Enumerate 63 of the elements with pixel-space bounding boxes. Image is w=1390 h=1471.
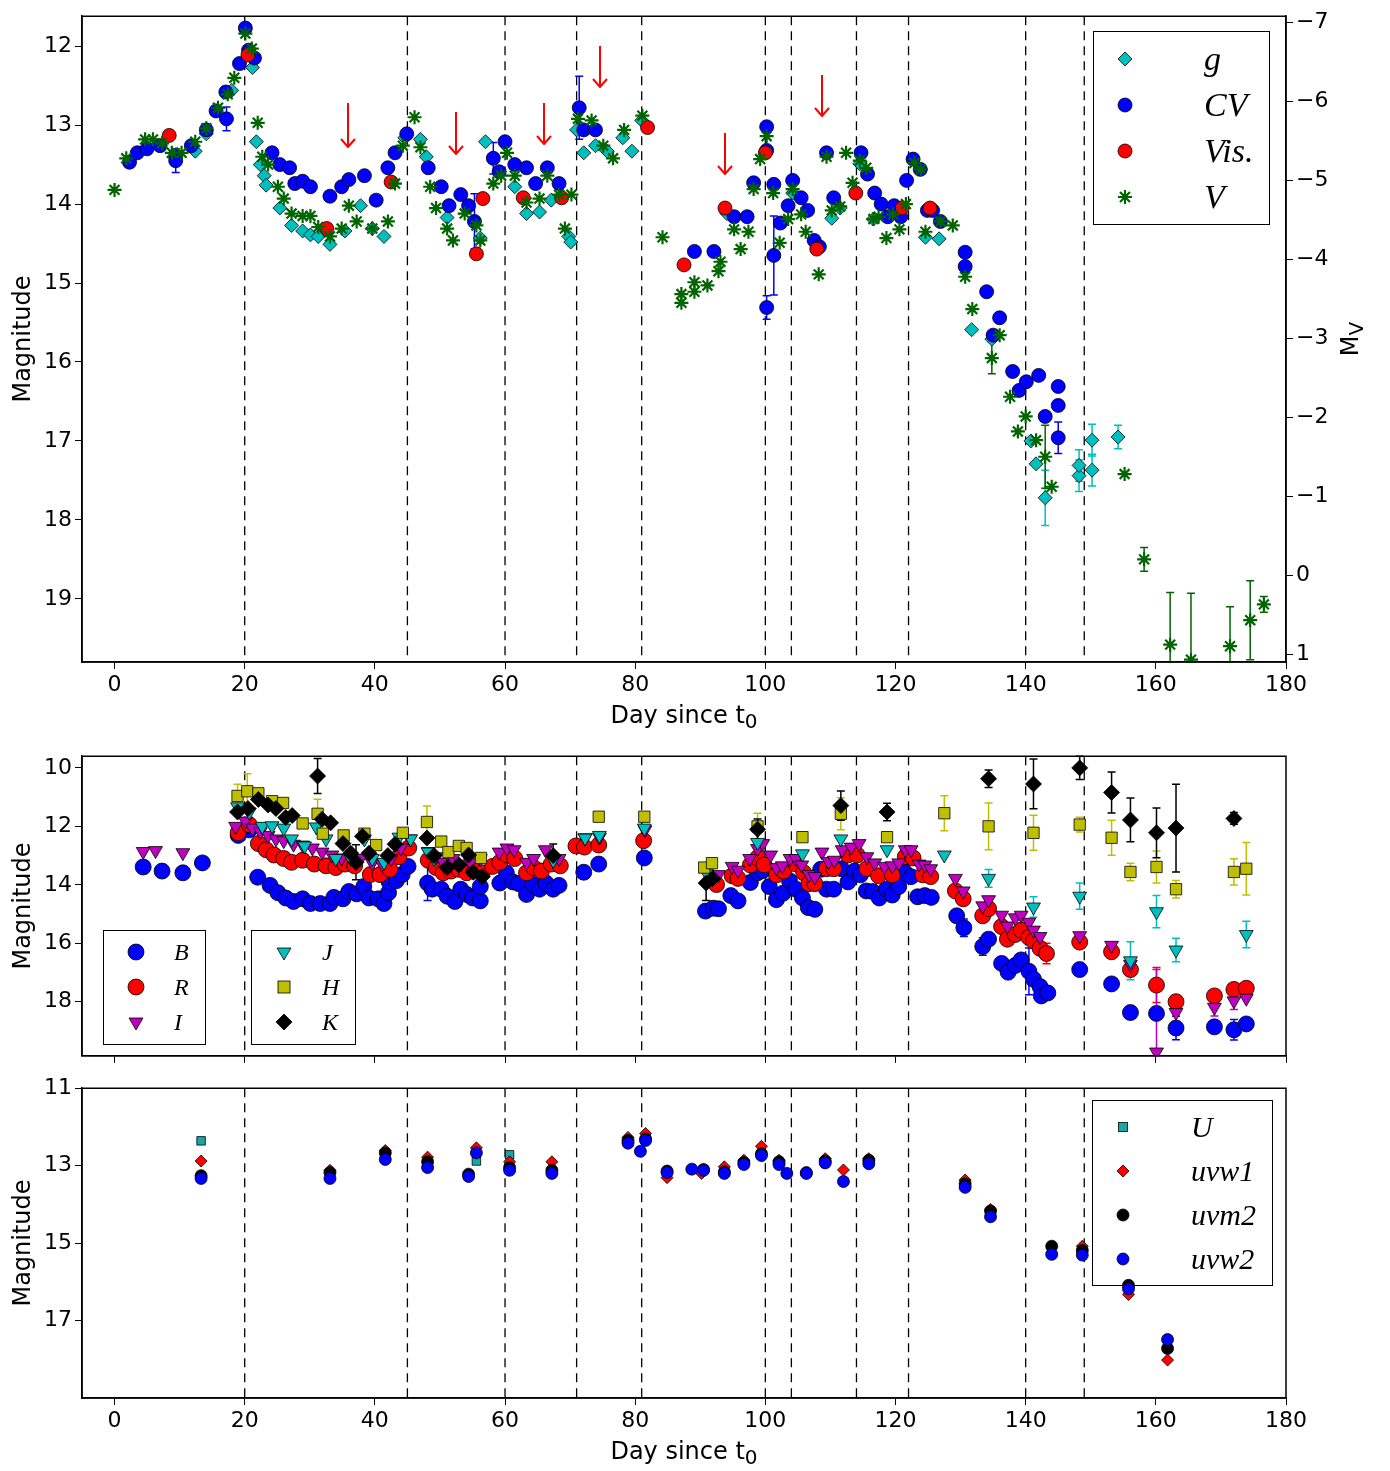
y-tick-label: 18 — [44, 505, 72, 531]
x-tick-label: 120 — [874, 670, 917, 696]
legend-label: I — [174, 1008, 182, 1036]
y-tick-label: 15 — [44, 268, 72, 294]
y2-tick-label: −3 — [1296, 324, 1329, 350]
y-tick-label: 14 — [44, 870, 72, 896]
x-tick-label: 80 — [621, 670, 650, 696]
y-tick-label: 13 — [44, 110, 72, 136]
y-tick-label: 15 — [44, 1228, 72, 1254]
x-tick-label: 60 — [491, 670, 520, 696]
x-tick-label: 140 — [1004, 670, 1047, 696]
y-tick-label: 16 — [44, 928, 72, 954]
y-tick-label: 10 — [44, 753, 72, 779]
legend-label: K — [322, 1008, 339, 1036]
x-tick-label: 160 — [1134, 1406, 1177, 1432]
y2-tick-label: −6 — [1296, 87, 1329, 113]
x-tick-label: 180 — [1265, 670, 1307, 696]
legend-label: U — [1191, 1110, 1213, 1145]
y2-tick-label: 1 — [1296, 639, 1310, 665]
x-tick-label: 100 — [744, 670, 787, 696]
y-tick-label: 16 — [44, 347, 72, 373]
y-tick-label: 19 — [44, 584, 72, 610]
legend-label: uvw2 — [1191, 1242, 1255, 1277]
x-tick-label: 0 — [107, 1406, 122, 1432]
legend-label: B — [174, 938, 189, 966]
y-tick-label: 17 — [44, 426, 72, 452]
legend-label: R — [174, 973, 189, 1001]
x-tick-label: 180 — [1265, 1406, 1307, 1432]
x-axis-title: Day since t$_{0}$ — [610, 1436, 758, 1470]
y2-tick-label: −5 — [1296, 166, 1329, 192]
y-tick-label: 13 — [44, 1151, 72, 1177]
y2-tick-label: −1 — [1296, 481, 1329, 507]
x-tick-label: 60 — [491, 1406, 520, 1432]
y2-tick-label: −2 — [1296, 402, 1329, 428]
y2-tick-label: 0 — [1296, 560, 1310, 586]
x-tick-label: 40 — [360, 670, 389, 696]
y2-tick-label: −4 — [1296, 245, 1329, 271]
y-tick-label: 14 — [44, 189, 72, 215]
x-tick-label: 0 — [107, 670, 122, 696]
x-tick-label: 20 — [230, 670, 259, 696]
x-tick-label: 20 — [230, 1406, 259, 1432]
x-tick-label: 80 — [621, 1406, 650, 1432]
x-tick-label: 140 — [1004, 1406, 1047, 1432]
y2-tick-label: −7 — [1296, 8, 1329, 34]
legend-label: uvw1 — [1191, 1154, 1255, 1189]
x-tick-label: 160 — [1134, 670, 1177, 696]
y-tick-label: 11 — [44, 1073, 72, 1099]
x-tick-label: 120 — [874, 1406, 917, 1432]
legend-label: J — [322, 938, 333, 966]
y-axis-title: Magnitude — [8, 1179, 36, 1307]
y-tick-label: 18 — [44, 987, 72, 1013]
y-tick-label: 12 — [44, 812, 72, 838]
legend-label: Vis. — [1204, 132, 1254, 171]
x-axis-title: Day since t$_{0}$ — [610, 700, 758, 734]
y-tick-label: 12 — [44, 31, 72, 57]
y-axis-title: Magnitude — [8, 275, 36, 403]
legend-label: g — [1204, 40, 1221, 79]
y-axis-title: Magnitude — [8, 842, 36, 970]
legend-label: uvm2 — [1191, 1198, 1256, 1233]
legend-label: H — [322, 973, 340, 1001]
x-tick-label: 40 — [360, 1406, 389, 1432]
y-tick-label: 17 — [44, 1306, 72, 1332]
x-tick-label: 100 — [744, 1406, 787, 1432]
